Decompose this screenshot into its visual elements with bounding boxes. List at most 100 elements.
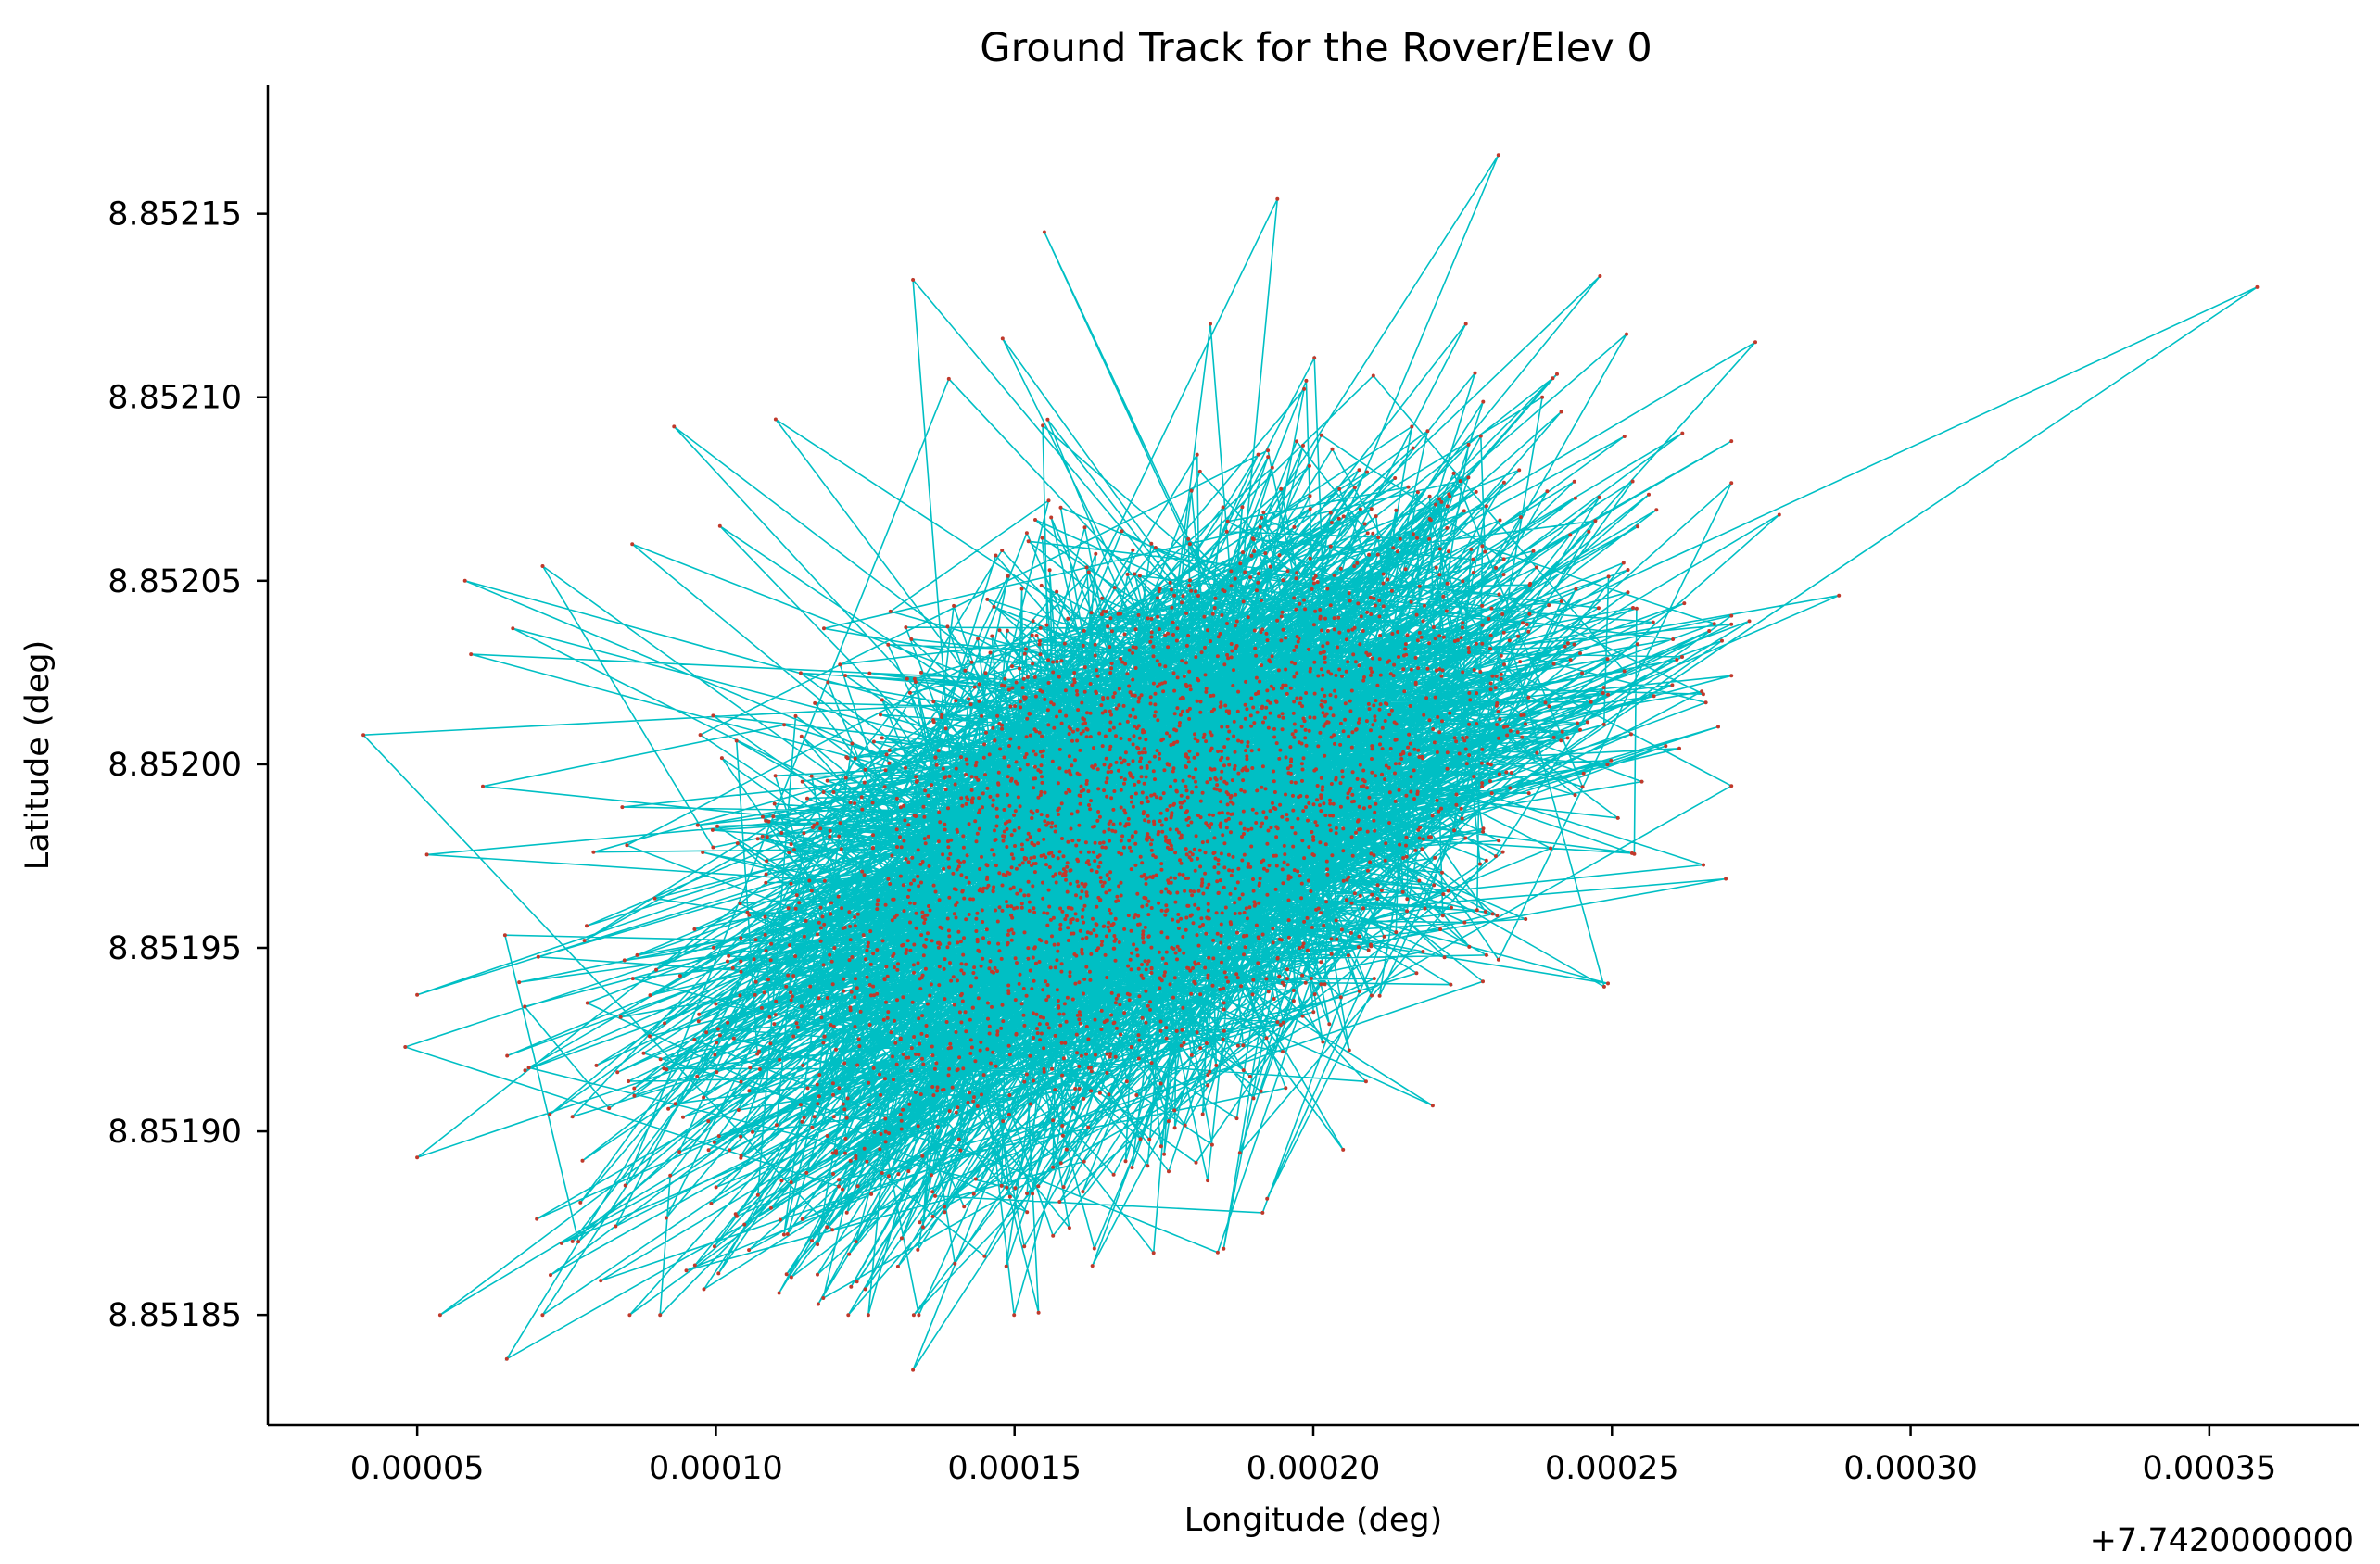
track-point [847,910,852,914]
track-point [1006,904,1010,909]
track-point [1168,580,1172,585]
track-point [1559,410,1563,414]
track-point [1045,923,1050,927]
track-point [953,782,957,787]
track-point [1257,748,1261,752]
track-point [760,834,765,839]
track-point [930,1085,935,1089]
track-point [1319,796,1323,800]
track-point [829,912,833,916]
track-point [1133,715,1138,720]
track-point [956,1137,961,1141]
track-point [801,1063,805,1067]
track-point [1160,829,1165,834]
track-point [904,857,908,862]
track-point [1020,847,1025,851]
track-point [962,896,967,901]
track-point [999,1183,1004,1188]
track-point [1233,576,1237,581]
track-point [1009,913,1014,917]
track-point [1370,770,1374,775]
track-point [1490,674,1495,678]
track-point [1066,839,1070,844]
track-point [1019,1002,1024,1006]
track-point [1262,866,1266,871]
track-point [1340,775,1345,779]
track-point [1005,845,1009,849]
track-point [1325,867,1330,872]
track-point [1157,901,1161,905]
track-point [1019,705,1023,710]
y-axis-label: Latitude (deg) [19,640,57,870]
track-point [1163,970,1167,975]
track-point [1022,651,1027,656]
track-point [1119,805,1123,810]
track-point [1107,765,1111,770]
track-point [1158,586,1162,591]
track-point [1224,975,1229,979]
track-point [1055,660,1059,663]
track-point [1365,786,1369,790]
track-point [1303,736,1308,740]
track-point [1341,826,1346,831]
track-point [1404,835,1409,839]
track-point [898,1036,903,1041]
track-point [1247,905,1252,910]
track-point [1088,682,1093,686]
track-point [1440,870,1444,875]
track-point [1410,424,1414,429]
track-point [1198,799,1203,803]
track-point [884,752,889,757]
track-point [1441,594,1446,599]
track-point [1078,794,1082,798]
track-point [902,909,906,914]
track-point [1368,595,1373,599]
track-point [1042,1015,1045,1020]
track-point [1572,642,1576,647]
track-point [1007,871,1012,876]
track-point [1194,655,1198,660]
track-point [989,1061,993,1066]
track-point [654,967,658,972]
track-point [996,782,1001,787]
track-point [924,1034,929,1038]
track-point [1113,1054,1118,1059]
track-point [954,699,958,703]
track-point [1313,609,1318,613]
track-point [1361,784,1366,788]
track-point [1405,897,1410,902]
track-point [980,854,983,859]
track-point [1081,907,1085,912]
track-point [1401,751,1406,755]
track-point [1141,935,1146,940]
track-point [971,971,976,975]
track-point [1033,752,1038,757]
track-point [1117,687,1121,691]
track-point [1214,911,1219,915]
track-point [1099,612,1104,617]
track-point [1038,793,1043,797]
track-point [1060,1124,1065,1128]
track-point [1254,675,1259,680]
track-point [994,1064,998,1068]
track-point [1136,700,1141,704]
track-point [917,1016,921,1021]
track-point [1313,820,1318,825]
track-point [1271,940,1275,945]
track-point [701,851,705,854]
track-point [1496,153,1500,158]
track-point [1096,810,1101,814]
track-point [1286,918,1291,923]
track-point [991,889,995,894]
track-point [1023,647,1028,651]
track-point [1488,779,1492,784]
track-point [875,907,880,912]
track-point [1409,789,1413,794]
track-point [1347,591,1351,596]
track-point [1216,870,1221,875]
track-point [711,713,715,718]
track-point [1729,481,1734,486]
track-point [1212,865,1217,870]
track-point [1254,653,1259,658]
track-point [930,1190,935,1194]
